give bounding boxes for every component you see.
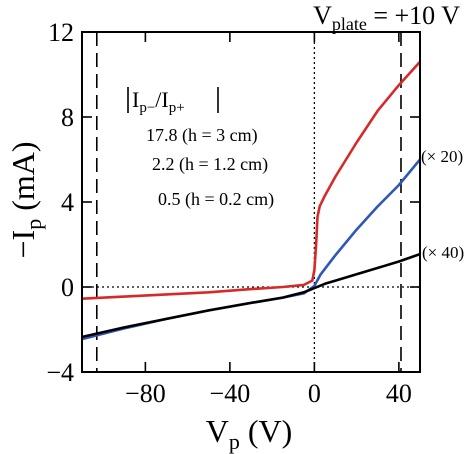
data-curves [82, 60, 420, 341]
x-axis-label: Vp (V) [206, 413, 293, 454]
legend-entry-1: 17.8 (h = 3 cm) [146, 125, 258, 146]
series-line-1 [82, 60, 420, 300]
y-tick-label-3: 8 [61, 103, 74, 132]
y-axis-ticks: −4 0 4 8 12 [46, 18, 420, 387]
x-tick-label-2: 0 [308, 379, 321, 408]
legend-entry-3: 0.5 (h = 0.2 cm) [158, 189, 274, 210]
y-tick-label-0: −4 [46, 358, 74, 387]
x-tick-label-3: 40 [386, 379, 412, 408]
y-tick-label-2: 4 [61, 188, 74, 217]
reference-lines [82, 32, 420, 372]
y-axis-label: −Ip (mA) [5, 141, 46, 258]
x-tick-label-1: −40 [210, 379, 251, 408]
series-line-3 [82, 252, 420, 339]
scale-annotation-black: (× 40) [422, 243, 464, 262]
y-tick-label-1: 0 [61, 273, 74, 302]
x-tick-label-0: −80 [125, 379, 166, 408]
series-line-2 [82, 158, 420, 341]
y-tick-label-4: 12 [48, 18, 74, 47]
chart-title: Vplate = +10 V [313, 1, 460, 34]
legend-header: Ip−/Ip+ [132, 87, 185, 116]
scale-annotation-blue: (× 20) [421, 147, 463, 166]
legend: Ip−/Ip+ 17.8 (h = 3 cm) 2.2 (h = 1.2 cm)… [127, 87, 274, 210]
x-axis-ticks: −80 −40 0 40 [125, 32, 412, 408]
legend-entry-2: 2.2 (h = 1.2 cm) [152, 154, 268, 175]
